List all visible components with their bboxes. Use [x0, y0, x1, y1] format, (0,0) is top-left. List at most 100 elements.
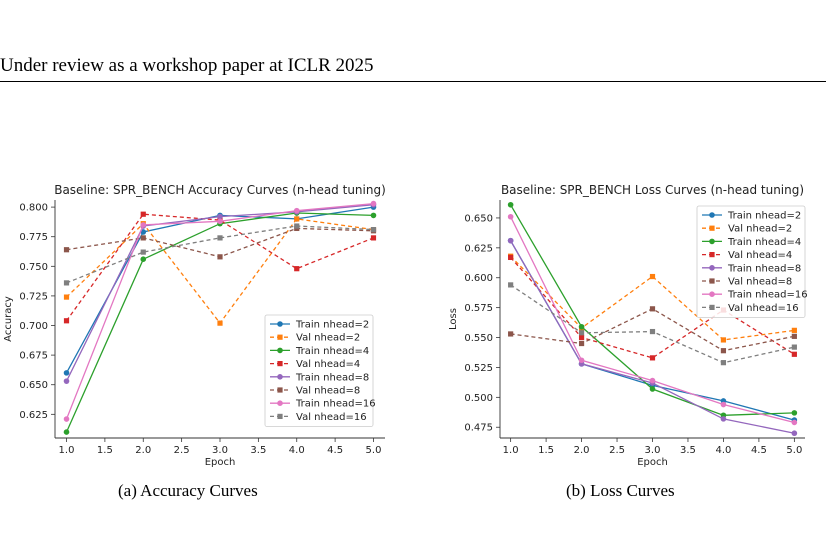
data-point: [140, 211, 146, 217]
data-point: [217, 218, 223, 225]
y-tick-label: 0.650: [464, 213, 493, 224]
legend-marker: [277, 334, 283, 340]
legend-box: [696, 205, 806, 318]
data-point: [370, 235, 377, 241]
data-point: [791, 410, 798, 416]
data-point: [140, 256, 147, 263]
data-point: [140, 222, 147, 228]
accuracy-chart: Baseline: SPR_BENCH Accuracy Curves (n-h…: [3, 183, 386, 468]
data-point: [294, 223, 300, 229]
legend-marker: [709, 252, 715, 258]
legend-label: Val nhead=8: [728, 277, 792, 288]
x-tick-label: 2.5: [609, 445, 625, 456]
legend-marker: [709, 265, 715, 271]
data-point: [507, 213, 514, 220]
y-tick-label: 0.800: [19, 203, 48, 214]
data-point: [217, 254, 223, 260]
data-point: [649, 355, 656, 361]
legend-marker: [709, 304, 715, 310]
data-point: [294, 216, 300, 222]
data-point: [507, 201, 514, 208]
data-point: [720, 416, 727, 422]
y-tick-label: 0.575: [464, 303, 493, 314]
y-tick-label: 0.600: [464, 273, 493, 284]
x-tick-label: 1.0: [59, 445, 75, 456]
x-tick-label: 3.0: [212, 445, 228, 456]
x-axis-label: Epoch: [205, 457, 236, 468]
legend-label: Train nhead=4: [727, 237, 801, 248]
legend-marker: [709, 238, 715, 245]
data-point: [63, 280, 70, 286]
data-point: [578, 330, 585, 336]
data-point: [720, 348, 727, 354]
data-point: [508, 331, 514, 337]
data-point: [217, 213, 223, 220]
x-tick-label: 3.5: [250, 445, 266, 456]
data-point: [791, 344, 797, 350]
legend-label: Val nhead=16: [296, 412, 367, 423]
legend-marker: [709, 291, 715, 297]
legend-label: Train nhead=16: [727, 290, 808, 301]
data-point: [649, 328, 656, 335]
legend-label: Train nhead=8: [727, 263, 801, 274]
data-point: [791, 351, 797, 357]
data-point: [791, 419, 798, 426]
y-tick-label: 0.525: [464, 363, 493, 374]
data-point: [578, 323, 585, 330]
legend-marker: [277, 347, 283, 354]
y-tick-label: 0.550: [464, 333, 493, 344]
caption-accuracy: (a) Accuracy Curves: [118, 481, 258, 500]
chart-title: Baseline: SPR_BENCH Loss Curves (n-head …: [501, 183, 804, 197]
legend-marker: [277, 400, 283, 406]
data-point: [140, 249, 146, 255]
data-point: [649, 377, 656, 384]
data-point: [507, 237, 514, 244]
data-point: [649, 273, 656, 280]
data-point: [720, 401, 727, 408]
y-tick-label: 0.475: [464, 423, 493, 434]
x-tick-label: 4.5: [327, 445, 343, 456]
x-axis-label: Epoch: [637, 457, 668, 468]
y-tick-label: 0.700: [19, 321, 48, 332]
legend-marker: [277, 361, 283, 367]
data-point: [63, 318, 70, 324]
x-tick-label: 1.5: [97, 445, 113, 456]
y-tick-label: 0.625: [464, 243, 493, 254]
x-tick-label: 5.0: [786, 445, 802, 456]
data-point: [63, 370, 70, 376]
data-point: [578, 340, 585, 347]
data-point: [294, 266, 300, 272]
data-point: [508, 282, 514, 288]
x-tick-label: 4.0: [715, 445, 731, 456]
legend-box: [264, 314, 374, 427]
legend-marker: [277, 387, 283, 393]
data-point: [649, 386, 656, 392]
y-tick-label: 0.725: [19, 291, 48, 302]
x-tick-label: 4.0: [289, 445, 305, 456]
legend-marker: [709, 278, 715, 284]
data-point: [508, 254, 514, 261]
legend-label: Val nhead=16: [728, 303, 799, 314]
x-tick-label: 4.5: [751, 445, 767, 456]
legend-label: Val nhead=8: [296, 386, 360, 397]
legend-label: Train nhead=4: [295, 346, 369, 357]
x-tick-label: 3.0: [645, 445, 661, 456]
data-point: [63, 294, 70, 300]
x-tick-label: 5.0: [366, 445, 382, 456]
legend-marker: [709, 225, 715, 231]
loss-chart: Baseline: SPR_BENCH Loss Curves (n-head …: [448, 183, 808, 468]
data-point: [791, 327, 797, 333]
x-tick-label: 2.0: [135, 445, 151, 456]
data-point: [217, 235, 223, 241]
legend-label: Train nhead=8: [295, 372, 369, 383]
legend-marker: [277, 321, 283, 327]
x-tick-label: 2.5: [174, 445, 190, 456]
data-point: [649, 306, 656, 312]
legend-label: Val nhead=2: [728, 224, 792, 235]
legend-label: Train nhead=2: [295, 320, 369, 331]
data-point: [578, 334, 585, 341]
x-tick-label: 2.0: [574, 445, 590, 456]
data-point: [791, 430, 798, 437]
data-point: [578, 357, 585, 364]
data-point: [293, 207, 300, 214]
